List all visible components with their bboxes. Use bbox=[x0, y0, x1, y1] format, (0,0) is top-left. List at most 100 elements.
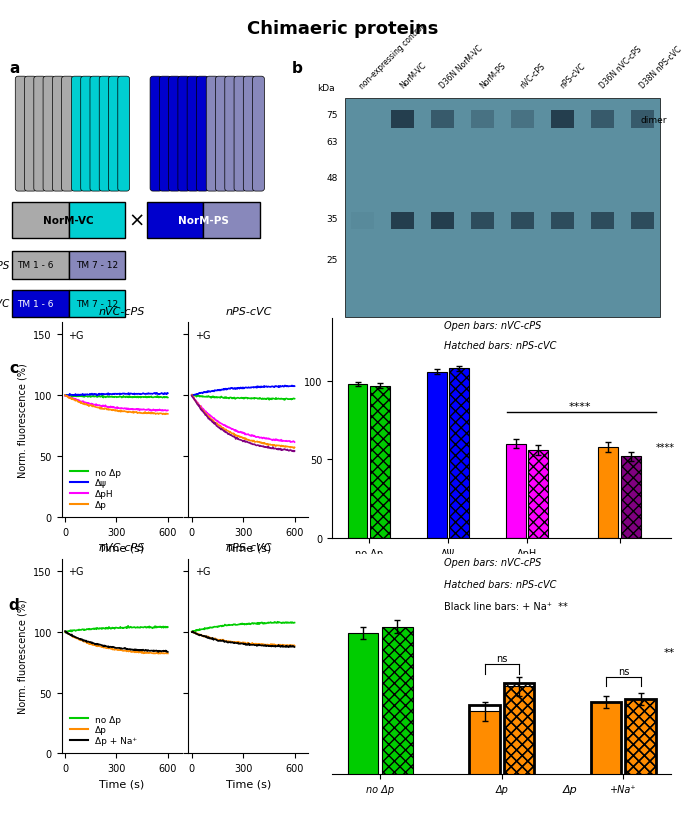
Text: ns: ns bbox=[618, 666, 629, 676]
Text: Open bars: nVC-cPS: Open bars: nVC-cPS bbox=[444, 321, 542, 331]
FancyBboxPatch shape bbox=[591, 111, 614, 129]
Bar bbox=[347, 384, 367, 538]
FancyBboxPatch shape bbox=[68, 291, 125, 318]
Bar bbox=[625, 699, 656, 828]
Text: 63: 63 bbox=[326, 138, 338, 147]
Text: ns: ns bbox=[496, 653, 508, 663]
FancyBboxPatch shape bbox=[81, 77, 92, 192]
FancyBboxPatch shape bbox=[631, 111, 654, 129]
Text: non-expressing control: non-expressing control bbox=[358, 22, 427, 91]
Text: NorM-VC: NorM-VC bbox=[43, 215, 94, 225]
Text: 35: 35 bbox=[326, 214, 338, 224]
Bar bbox=[529, 450, 548, 538]
Title: nPS-cVC: nPS-cVC bbox=[225, 306, 271, 316]
Text: 25: 25 bbox=[326, 256, 338, 265]
FancyBboxPatch shape bbox=[12, 203, 68, 238]
FancyBboxPatch shape bbox=[391, 111, 414, 129]
FancyBboxPatch shape bbox=[178, 77, 190, 192]
FancyBboxPatch shape bbox=[511, 111, 534, 129]
Text: TM 1 - 6: TM 1 - 6 bbox=[16, 261, 53, 270]
FancyBboxPatch shape bbox=[147, 203, 203, 238]
Y-axis label: Norm. fluorescence (%): Norm. fluorescence (%) bbox=[18, 363, 28, 478]
FancyBboxPatch shape bbox=[471, 212, 494, 230]
Text: ****: **** bbox=[569, 402, 591, 412]
FancyBboxPatch shape bbox=[12, 252, 68, 279]
Text: nPS-cVC: nPS-cVC bbox=[0, 299, 10, 309]
Bar bbox=[427, 372, 447, 538]
FancyBboxPatch shape bbox=[99, 77, 111, 192]
Text: NorM-PS: NorM-PS bbox=[478, 61, 508, 91]
Text: b: b bbox=[292, 60, 302, 75]
Bar bbox=[621, 457, 640, 538]
Bar bbox=[506, 444, 526, 538]
Text: nVC-cPS: nVC-cPS bbox=[518, 62, 547, 91]
Bar bbox=[591, 702, 621, 828]
FancyBboxPatch shape bbox=[160, 77, 171, 192]
Bar bbox=[503, 683, 534, 828]
FancyBboxPatch shape bbox=[551, 212, 574, 230]
Text: a: a bbox=[10, 60, 20, 75]
Bar bbox=[449, 369, 469, 538]
Text: c: c bbox=[9, 361, 18, 376]
FancyBboxPatch shape bbox=[511, 212, 534, 230]
X-axis label: Time (s): Time (s) bbox=[225, 778, 271, 789]
FancyBboxPatch shape bbox=[108, 77, 121, 192]
Text: D36N: D36N bbox=[606, 566, 633, 576]
FancyBboxPatch shape bbox=[206, 77, 218, 192]
FancyBboxPatch shape bbox=[90, 77, 102, 192]
FancyBboxPatch shape bbox=[62, 77, 73, 192]
FancyBboxPatch shape bbox=[234, 77, 246, 192]
Bar bbox=[591, 702, 621, 828]
Text: +G: +G bbox=[195, 330, 211, 341]
FancyBboxPatch shape bbox=[431, 212, 454, 230]
Text: Hatched bars: nPS-cVC: Hatched bars: nPS-cVC bbox=[444, 579, 556, 589]
Text: Chimaeric proteins: Chimaeric proteins bbox=[247, 20, 438, 38]
X-axis label: Time (s): Time (s) bbox=[225, 542, 271, 553]
FancyBboxPatch shape bbox=[203, 203, 260, 238]
FancyBboxPatch shape bbox=[187, 77, 199, 192]
Text: D38N: D38N bbox=[606, 582, 633, 592]
Text: ****: **** bbox=[656, 442, 675, 452]
Text: **: ** bbox=[664, 647, 675, 657]
FancyBboxPatch shape bbox=[243, 77, 255, 192]
Title: nVC-cPS: nVC-cPS bbox=[99, 542, 145, 552]
FancyBboxPatch shape bbox=[150, 77, 162, 192]
Text: 75: 75 bbox=[326, 111, 338, 120]
Text: TM 1 - 6: TM 1 - 6 bbox=[16, 300, 53, 308]
Bar bbox=[382, 627, 412, 828]
FancyBboxPatch shape bbox=[551, 111, 574, 129]
Bar bbox=[469, 705, 500, 828]
Bar bbox=[503, 686, 534, 828]
Bar bbox=[625, 699, 656, 828]
FancyBboxPatch shape bbox=[169, 77, 180, 192]
FancyBboxPatch shape bbox=[71, 77, 84, 192]
Text: 48: 48 bbox=[326, 174, 338, 183]
Bar bbox=[347, 633, 378, 828]
FancyBboxPatch shape bbox=[591, 212, 614, 230]
Text: dimer: dimer bbox=[641, 116, 667, 125]
Text: Black line bars: + Na⁺  **: Black line bars: + Na⁺ ** bbox=[444, 601, 568, 611]
Bar bbox=[370, 386, 390, 538]
Bar bbox=[599, 447, 619, 538]
Text: D36N nVC-cPS: D36N nVC-cPS bbox=[598, 46, 644, 91]
FancyBboxPatch shape bbox=[43, 77, 55, 192]
FancyBboxPatch shape bbox=[471, 111, 494, 129]
Legend: no Δp, Δp, Δp + Na⁺: no Δp, Δp, Δp + Na⁺ bbox=[66, 711, 141, 749]
FancyBboxPatch shape bbox=[225, 77, 236, 192]
FancyBboxPatch shape bbox=[52, 77, 64, 192]
FancyBboxPatch shape bbox=[118, 77, 129, 192]
FancyBboxPatch shape bbox=[391, 212, 414, 230]
Text: NorM-VC: NorM-VC bbox=[398, 61, 427, 91]
Title: nVC-cPS: nVC-cPS bbox=[99, 306, 145, 316]
FancyBboxPatch shape bbox=[34, 77, 46, 192]
Bar bbox=[469, 711, 500, 828]
Text: +G: +G bbox=[68, 330, 84, 341]
Text: Δp: Δp bbox=[612, 604, 627, 614]
Text: NorM-PS: NorM-PS bbox=[178, 215, 229, 225]
Text: +G: +G bbox=[68, 566, 84, 577]
FancyBboxPatch shape bbox=[351, 212, 374, 230]
Text: Open bars: nVC-cPS: Open bars: nVC-cPS bbox=[444, 557, 542, 567]
Text: d: d bbox=[8, 597, 19, 612]
X-axis label: Time (s): Time (s) bbox=[99, 778, 145, 789]
FancyBboxPatch shape bbox=[15, 77, 27, 192]
